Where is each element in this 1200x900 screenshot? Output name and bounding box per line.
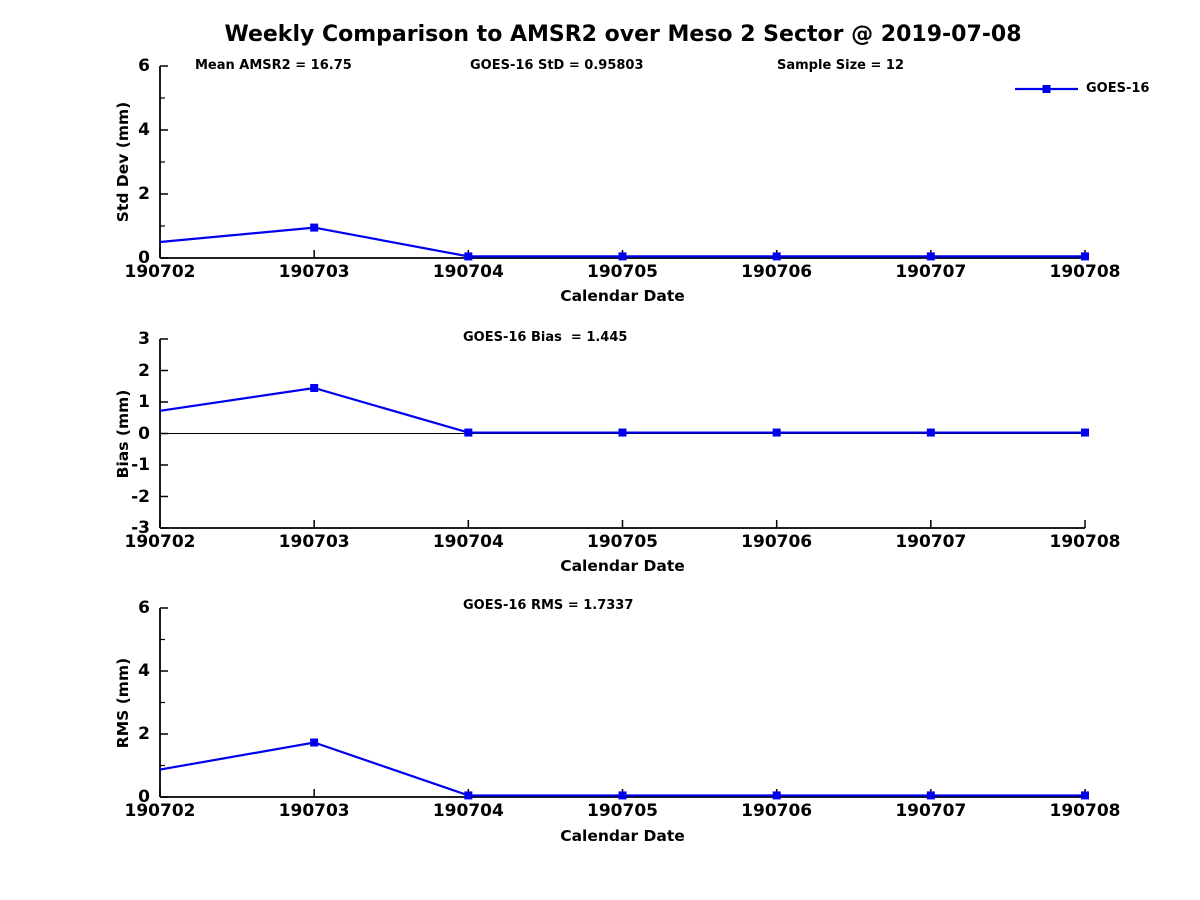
- y-tick-label: -3: [131, 518, 150, 538]
- y-tick-label: 2: [138, 184, 150, 204]
- data-point-marker: [1081, 252, 1089, 261]
- data-point-marker: [464, 791, 473, 800]
- data-series-line: [159, 741, 1085, 797]
- x-tick-label: 190708: [1049, 532, 1121, 552]
- x-axis-title: Calendar Date: [560, 287, 685, 305]
- x-tick-label: 190705: [587, 262, 658, 282]
- chart-title: Weekly Comparison to AMSR2 over Meso 2 S…: [224, 22, 1022, 47]
- stat-annotation: GOES-16 StD = 0.95803: [470, 58, 644, 73]
- x-tick-label: 190703: [278, 801, 350, 821]
- y-tick-label: 4: [138, 661, 150, 681]
- x-tick-label: 190702: [124, 801, 196, 821]
- x-axis-title: Calendar Date: [560, 827, 685, 845]
- data-point-marker: [1081, 791, 1089, 800]
- y-tick-label: 2: [138, 724, 150, 744]
- x-tick-label: 190706: [741, 801, 813, 821]
- y-tick-label: -2: [131, 486, 150, 507]
- data-point-marker: [310, 738, 319, 747]
- data-point-marker: [772, 428, 781, 437]
- data-point-marker: [618, 428, 627, 437]
- data-point-marker: [772, 791, 781, 800]
- x-tick-label: 190703: [278, 262, 350, 282]
- x-tick-label: 190704: [432, 262, 504, 282]
- y-tick-label: 4: [138, 120, 150, 140]
- stat-annotation: GOES-16 Bias = 1.445: [463, 330, 628, 345]
- x-tick-label: 190706: [741, 262, 813, 282]
- x-tick-label: 190705: [587, 801, 658, 821]
- data-point-marker: [926, 791, 935, 800]
- x-tick-label: 190707: [895, 262, 967, 282]
- x-tick-label: 190704: [432, 801, 504, 821]
- x-tick-label: 190704: [432, 532, 504, 552]
- x-tick-label: 190702: [124, 262, 196, 282]
- y-tick-label: 0: [138, 423, 150, 444]
- x-tick-label: 190702: [124, 532, 196, 552]
- x-tick-label: 190707: [895, 532, 967, 552]
- x-tick-label: 190708: [1049, 801, 1121, 821]
- y-axis-title: Std Dev (mm): [114, 101, 132, 223]
- data-point-marker: [464, 252, 473, 261]
- y-tick-label: 2: [138, 360, 150, 381]
- y-tick-label: 6: [138, 598, 150, 618]
- y-tick-label: 1: [138, 392, 150, 412]
- data-point-marker: [310, 223, 319, 232]
- y-axis-title: Bias (mm): [114, 389, 132, 478]
- data-point-marker: [618, 252, 627, 261]
- data-point-marker: [1081, 428, 1089, 437]
- x-tick-label: 190705: [587, 532, 658, 552]
- x-tick-label: 190708: [1049, 262, 1121, 282]
- data-point-marker: [772, 252, 781, 261]
- x-axis-title: Calendar Date: [560, 557, 685, 575]
- x-tick-label: 190706: [741, 532, 813, 552]
- data-point-marker: [926, 252, 935, 261]
- y-axis-title: RMS (mm): [114, 657, 132, 748]
- y-tick-label: 0: [138, 248, 150, 268]
- stat-annotation: Mean AMSR2 = 16.75: [195, 58, 352, 73]
- x-tick-label: 190707: [895, 801, 967, 821]
- legend-marker: [1042, 85, 1051, 93]
- stat-annotation: GOES-16 RMS = 1.7337: [463, 598, 634, 613]
- y-tick-label: 6: [138, 56, 150, 76]
- y-tick-label: -1: [131, 455, 150, 475]
- data-series-line: [159, 386, 1085, 434]
- stat-annotation: Sample Size = 12: [777, 58, 905, 73]
- data-point-marker: [618, 791, 627, 800]
- y-tick-label: 3: [138, 329, 150, 349]
- data-point-marker: [310, 383, 319, 392]
- x-tick-label: 190703: [278, 532, 350, 552]
- legend-label: GOES-16: [1086, 81, 1150, 96]
- y-tick-label: 0: [138, 787, 150, 807]
- data-point-marker: [926, 428, 935, 437]
- data-point-marker: [464, 428, 473, 437]
